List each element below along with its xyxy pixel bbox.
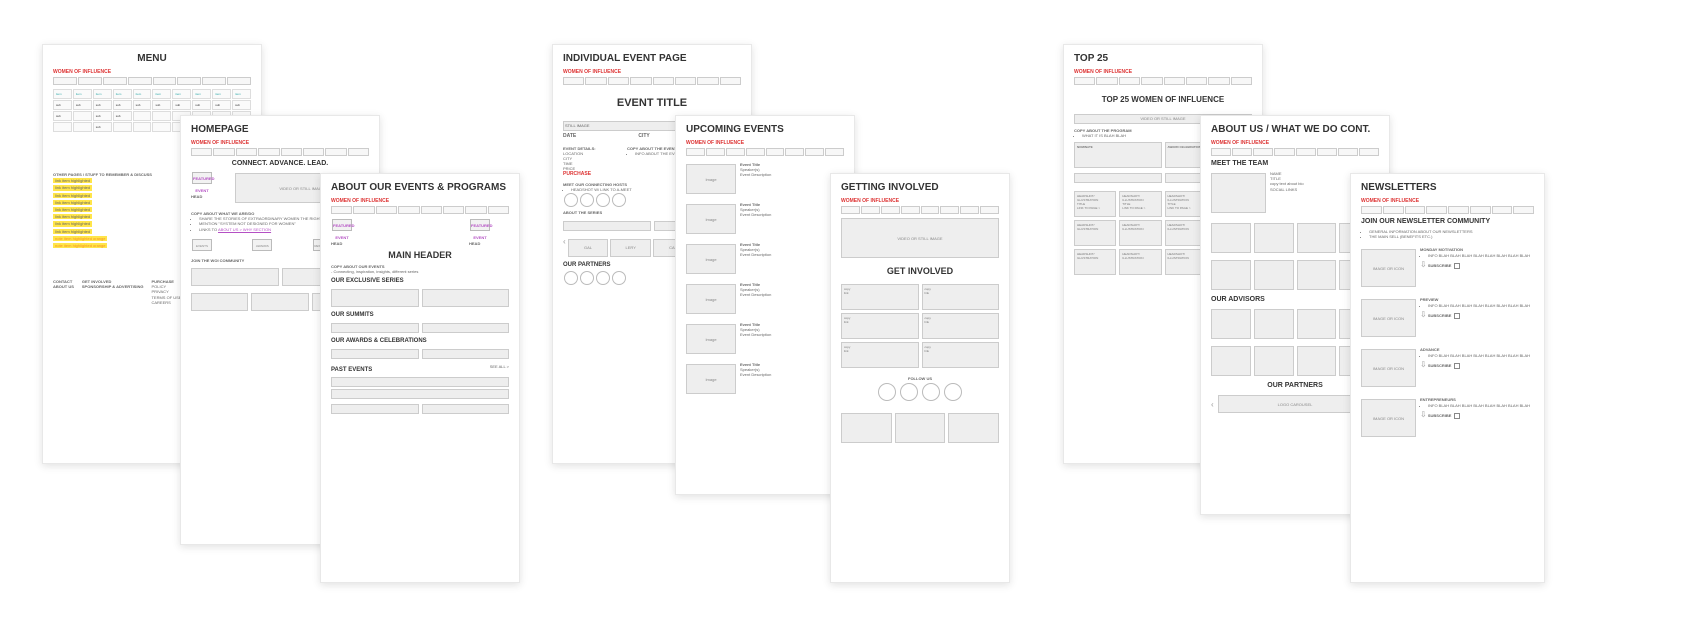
subscribe-checkbox[interactable] [1454, 363, 1460, 369]
newsletter-item: IMAGE OR ICON ADVANCEINFO BLAH BLAH BLAH… [1361, 347, 1534, 389]
page-title: ABOUT OUR EVENTS & PROGRAMS [331, 182, 509, 193]
brand-logo: WOMEN OF INFLUENCE [53, 70, 251, 75]
newsletter-item: IMAGE OR ICON ENTREPRENEURSINFO BLAH BLA… [1361, 397, 1534, 439]
wireframe-involved: GETTING INVOLVED WOMEN OF INFLUENCE VIDE… [830, 173, 1010, 583]
page-title: HOMEPAGE [191, 124, 369, 135]
page-title: GETTING INVOLVED [841, 182, 999, 193]
page-title: ABOUT US / WHAT WE DO CONT. [1211, 124, 1379, 135]
page-title: MENU [53, 53, 251, 64]
wireframe-upcoming: UPCOMING EVENTS WOMEN OF INFLUENCE Image… [675, 115, 855, 495]
page-title: UPCOMING EVENTS [686, 124, 844, 135]
hero: CONNECT. ADVANCE. LEAD. [191, 160, 369, 167]
nav-row [53, 77, 251, 85]
subscribe-checkbox[interactable] [1454, 413, 1460, 419]
wireframe-events: ABOUT OUR EVENTS & PROGRAMS WOMEN OF INF… [320, 173, 520, 583]
page-title: INDIVIDUAL EVENT PAGE [563, 53, 741, 64]
page-title: TOP 25 [1074, 53, 1252, 64]
page-title: NEWSLETTERS [1361, 182, 1534, 193]
subscribe-checkbox[interactable] [1454, 263, 1460, 269]
newsletter-item: IMAGE OR ICON MONDAY MOTIVATIONINFO BLAH… [1361, 247, 1534, 289]
newsletter-item: IMAGE OR ICON PREVIEWINFO BLAH BLAH BLAH… [1361, 297, 1534, 339]
subscribe-checkbox[interactable] [1454, 313, 1460, 319]
wireframe-newsletters: NEWSLETTERS WOMEN OF INFLUENCE JOIN OUR … [1350, 173, 1545, 583]
